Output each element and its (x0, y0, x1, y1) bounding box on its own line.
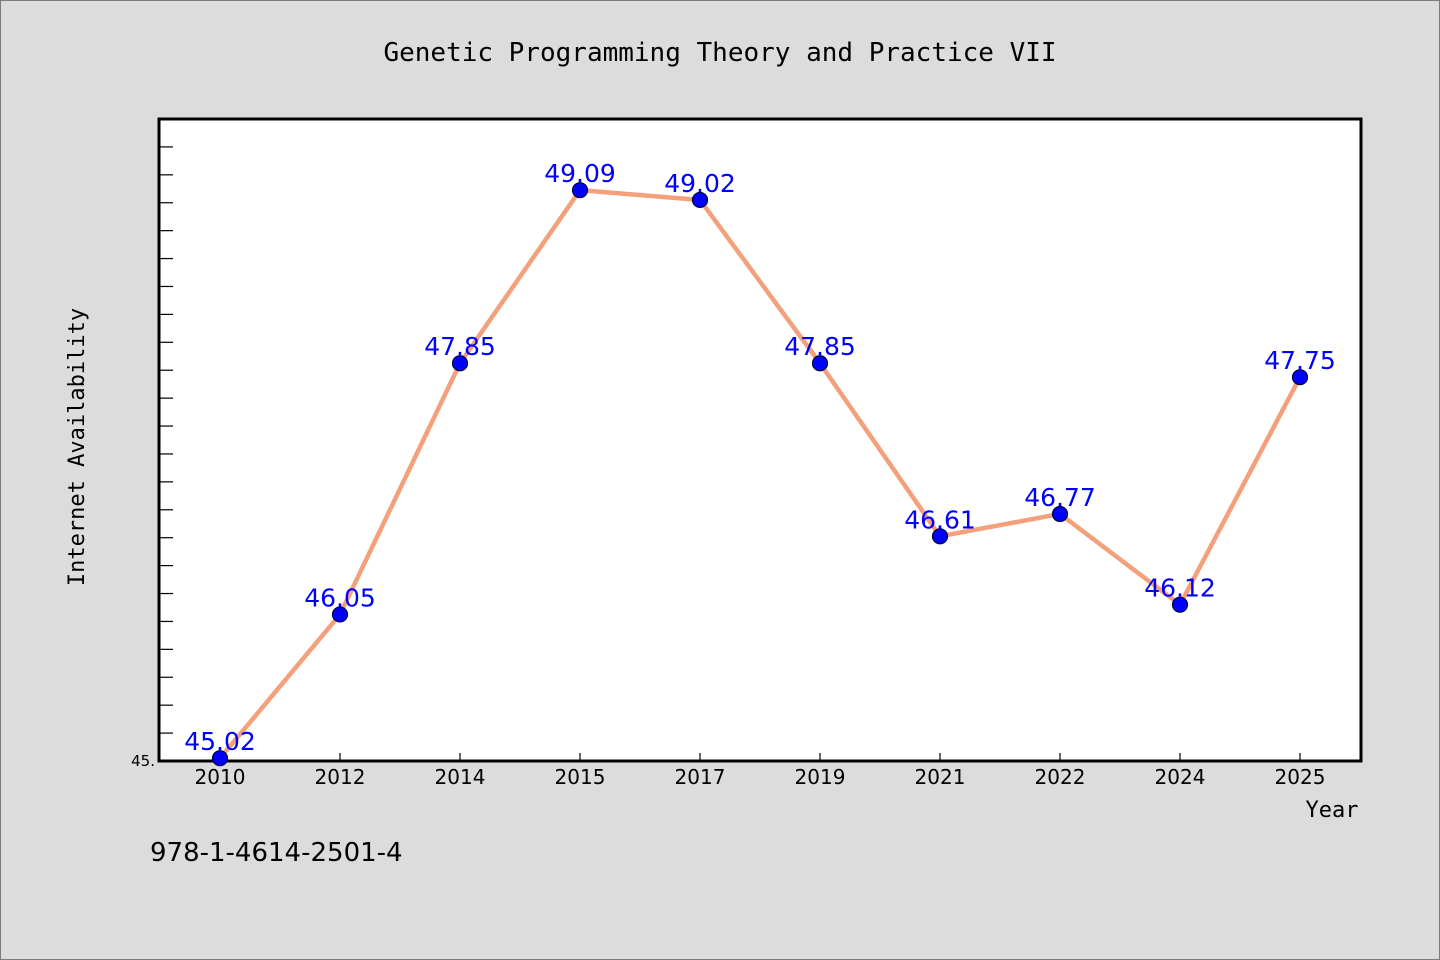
data-point (1171, 596, 1189, 613)
data-point (691, 191, 709, 209)
isbn-footer: 978-1-4614-2501-4 (150, 838, 403, 868)
x-tick-label: 2019 (795, 765, 846, 789)
x-tick-label: 2014 (435, 765, 486, 789)
x-tick-label: 2021 (915, 765, 966, 789)
x-tick-label: 2017 (675, 765, 726, 789)
data-label: 46.12 (1144, 574, 1216, 603)
data-point (1291, 369, 1309, 386)
data-point (811, 355, 829, 372)
data-label: 47.85 (424, 332, 496, 361)
data-label: 49.02 (664, 169, 736, 198)
data-label: 46.77 (1024, 483, 1096, 512)
series-line (218, 187, 1302, 760)
plot-area (157, 117, 1363, 763)
data-labels: 45.02 46.05 47.85 49.09 49.02 47.85 46.61 46.77… (184, 159, 1336, 756)
x-tick-label: 2025 (1275, 765, 1326, 789)
x-axis-label: Year (1306, 798, 1359, 823)
data-label: 49.09 (544, 159, 616, 188)
data-point (331, 606, 349, 623)
data-point (571, 182, 589, 199)
x-tick-label: 2024 (1155, 765, 1206, 789)
x-tick-label: 2012 (315, 765, 366, 789)
y-axis-label: Internet Availability (65, 308, 90, 586)
data-point (1051, 505, 1069, 523)
data-point (211, 750, 229, 767)
data-label: 45.02 (184, 727, 256, 756)
x-tick-label: 2015 (555, 765, 606, 789)
y-axis-ticks: 45. (131, 146, 173, 770)
x-axis-ticks: 2010 2012 2014 2015 2017 2019 2021 2022 2024 2025 (195, 753, 1326, 789)
data-label: 46.61 (904, 505, 976, 534)
data-point (931, 528, 949, 545)
y-tick-label: 45. (131, 752, 155, 770)
x-tick-label: 2022 (1035, 765, 1086, 789)
data-point (451, 355, 469, 372)
chart-title: Genetic Programming Theory and Practice … (383, 38, 1056, 68)
data-label: 47.75 (1264, 346, 1336, 375)
series-group (211, 182, 1309, 767)
data-label: 46.05 (304, 583, 376, 612)
x-tick-label: 2010 (195, 765, 246, 789)
data-label: 47.85 (784, 332, 856, 361)
